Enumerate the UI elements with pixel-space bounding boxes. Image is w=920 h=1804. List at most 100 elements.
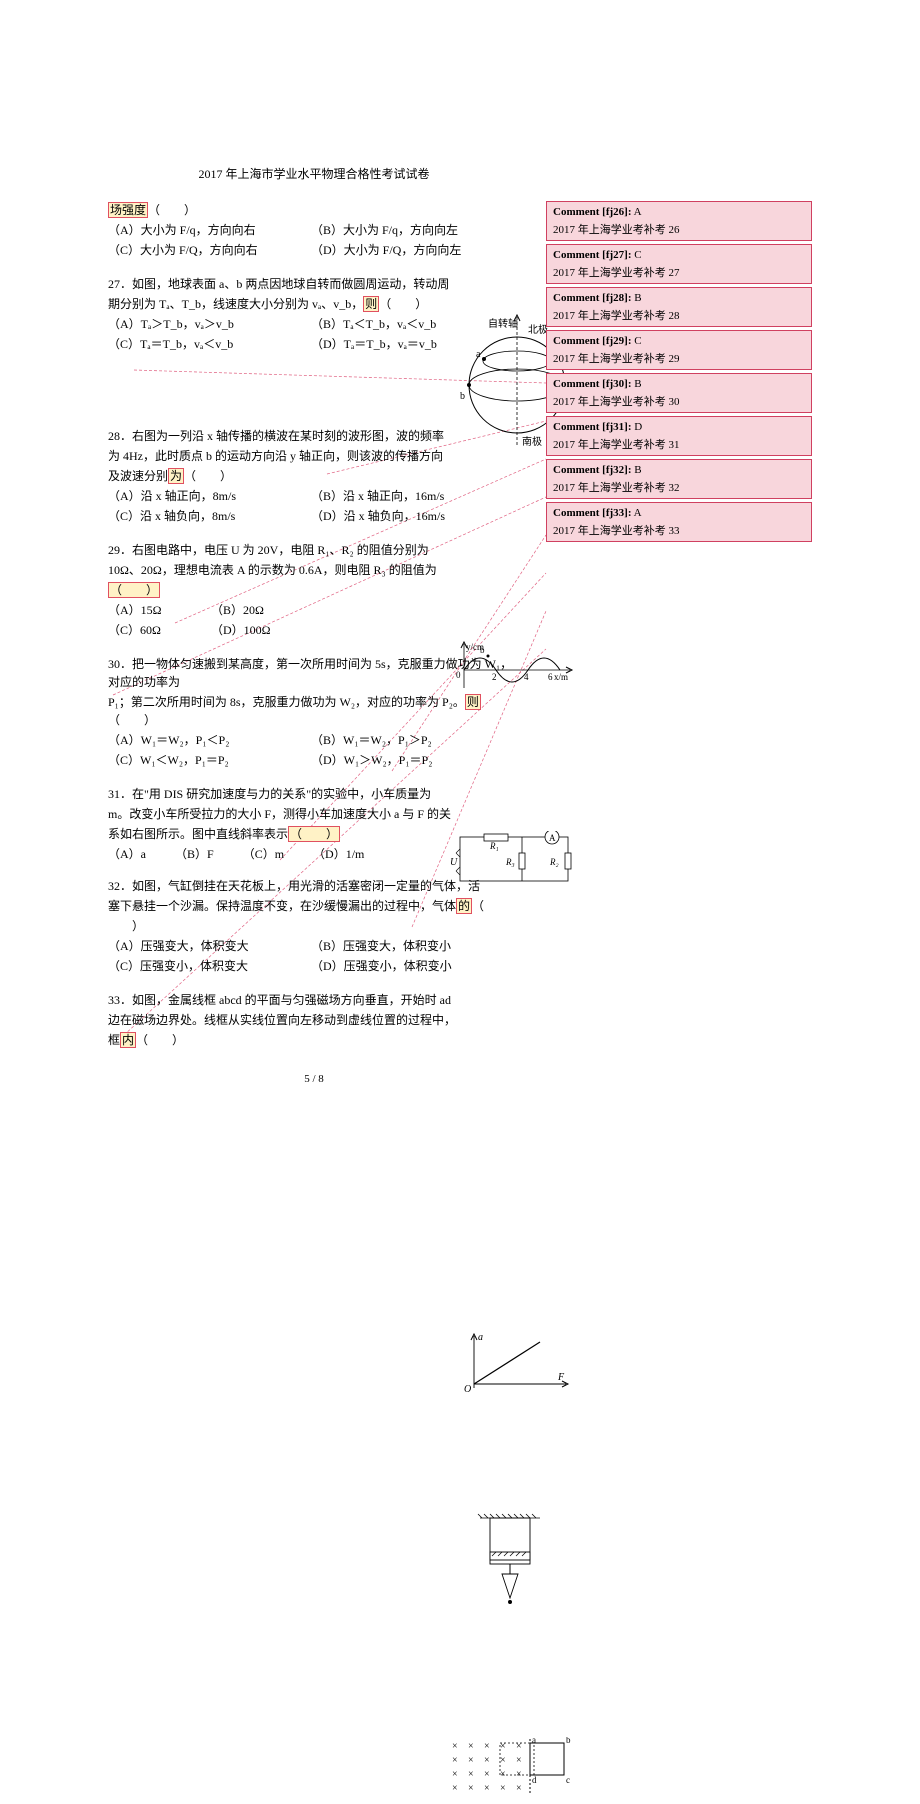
q28-opt-c: （C）沿 x 轴负向，8m/s xyxy=(108,507,308,525)
q28-stem-1: 28．右图为一列沿 x 轴传播的横波在某时刻的波形图，波的频率 xyxy=(108,427,520,445)
comment-31[interactable]: Comment [fj31]: D 2017 年上海学业考补考 31 xyxy=(546,416,812,456)
q26-stem: 场强度 xyxy=(108,202,148,218)
svg-text:自转轴: 自转轴 xyxy=(488,317,518,330)
svg-text:4: 4 xyxy=(524,672,529,682)
comment-ref: 2017 年上海学业考补考 33 xyxy=(553,523,805,540)
svg-text:c: c xyxy=(566,1775,570,1785)
q29-stem-2: 10Ω、20Ω，理想电流表 A 的示数为 0.6A，则电阻 R₃ 的阻值为 xyxy=(108,561,520,579)
q30-opt-b: （B）W₁＝W₂，P₁＞P₂ xyxy=(311,731,511,749)
comment-answer: B xyxy=(634,378,641,390)
question-27: a b 自转轴 北极 南极 27．如图，地球表面 a、b 两点因地球自转而做圆周… xyxy=(108,275,520,355)
comment-label: Comment [fj33]: xyxy=(553,507,632,519)
comment-answer: B xyxy=(634,292,641,304)
q32-stem-1: 32．如图，气缸倒挂在天花板上，用光滑的活塞密闭一定量的气体，活 xyxy=(108,877,520,895)
q31-opt-d: （D）1/m xyxy=(313,847,364,861)
comment-label: Comment [fj27]: xyxy=(553,249,632,261)
comment-27[interactable]: Comment [fj27]: C 2017 年上海学业考补考 27 xyxy=(546,244,812,284)
comment-label: Comment [fj30]: xyxy=(553,378,632,390)
question-31: a F O 31．在"用 DIS 研究加速度与力的关系"的实验中，小车质量为 m… xyxy=(108,785,520,863)
question-30: 30．把一物体匀速搬到某高度，第一次所用时间为 5s，克服重力做功为 W₁，对应… xyxy=(108,655,520,771)
svg-text:b: b xyxy=(460,391,465,402)
question-26: 场强度（ ） （A）大小为 F/q，方向向右 （B）大小为 F/q，方向向左 （… xyxy=(108,201,520,261)
q26-opt-b: （B）大小为 F/q，方向向左 xyxy=(311,221,511,239)
page-number: 5 / 8 xyxy=(108,1071,520,1088)
q27-opt-c: （C）Tₐ＝T_b，vₐ＜v_b xyxy=(108,335,308,353)
q30-stem-2h: 则 xyxy=(465,694,481,710)
q30-opt-c: （C）W₁＜W₂，P₁＝P₂ xyxy=(108,751,308,769)
svg-text:y/cm: y/cm xyxy=(466,642,484,652)
comment-33[interactable]: Comment [fj33]: A 2017 年上海学业考补考 33 xyxy=(546,502,812,542)
q32-opt-b: （B）压强变大，体积变小 xyxy=(311,937,511,955)
q28-opt-b: （B）沿 x 轴正向，16m/s xyxy=(311,487,511,505)
comment-ref: 2017 年上海学业考补考 28 xyxy=(553,308,805,325)
q31-opt-b: （B）F xyxy=(175,847,214,861)
comment-answer: B xyxy=(634,464,641,476)
comment-30[interactable]: Comment [fj30]: B 2017 年上海学业考补考 30 xyxy=(546,373,812,413)
q27-stem-2h: 则 xyxy=(363,296,379,312)
svg-text:x/m: x/m xyxy=(554,672,568,682)
q32-stem-2h: 的 xyxy=(456,898,472,914)
af-graph-figure: a F O xyxy=(462,1330,572,1401)
svg-text:×: × xyxy=(452,1783,458,1794)
q30-opt-d: （D）W₁＞W₂，P₁＝P₂ xyxy=(311,751,511,769)
svg-text:×: × xyxy=(484,1783,490,1794)
q28-stem-3b: （ ） xyxy=(184,469,232,483)
svg-text:a: a xyxy=(532,1737,536,1745)
q31-stem-2: m。改变小车所受拉力的大小 F，测得小车加速度大小 a 与 F 的关 xyxy=(108,805,520,823)
svg-text:×: × xyxy=(452,1755,458,1766)
svg-text:d: d xyxy=(532,1775,537,1785)
q33-stem-3h: 内 xyxy=(120,1032,136,1048)
comment-ref: 2017 年上海学业考补考 31 xyxy=(553,437,805,454)
svg-text:×: × xyxy=(468,1783,474,1794)
comment-label: Comment [fj29]: xyxy=(553,335,632,347)
q27-opt-a: （A）Tₐ＞T_b，vₐ＞v_b xyxy=(108,315,308,333)
svg-text:×: × xyxy=(468,1769,474,1780)
comment-ref: 2017 年上海学业考补考 32 xyxy=(553,480,805,497)
q31-opt-c: （C）m xyxy=(243,847,284,861)
comment-ref: 2017 年上海学业考补考 26 xyxy=(553,222,805,239)
svg-text:×: × xyxy=(516,1755,522,1766)
comment-32[interactable]: Comment [fj32]: B 2017 年上海学业考补考 32 xyxy=(546,459,812,499)
q26-opt-a: （A）大小为 F/q，方向向右 xyxy=(108,221,308,239)
svg-text:×: × xyxy=(516,1783,522,1794)
q32-opt-c: （C）压强变小，体积变大 xyxy=(108,957,308,975)
q28-stem-3h: 为 xyxy=(168,468,184,484)
magfield-figure: ××××× ××××× ××××× ××××× a b c d xyxy=(446,1737,578,1804)
question-29: A R₁ R₃ R₂ U 29．右图电路中，电压 U 为 20V，电阻 R₁、R… xyxy=(108,541,520,641)
svg-text:×: × xyxy=(452,1741,458,1752)
question-32: 32．如图，气缸倒挂在天花板上，用光滑的活塞密闭一定量的气体，活 塞下悬挂一个沙… xyxy=(108,877,520,977)
q27-stem-2b: （ ） xyxy=(379,297,427,311)
q32-stem-2b: （ xyxy=(472,899,484,913)
q26-opt-c: （C）大小为 F/Q，方向向右 xyxy=(108,241,308,259)
comment-answer: C xyxy=(634,249,641,261)
q28-stem-2: 为 4Hz，此时质点 b 的运动方向沿 y 轴正向，则该波的传播方向 xyxy=(108,447,520,465)
q31-stem-3a: 系如右图所示。图中直线斜率表示 xyxy=(108,827,288,841)
comment-answer: A xyxy=(634,206,642,218)
comment-ref: 2017 年上海学业考补考 29 xyxy=(553,351,805,368)
comment-ref: 2017 年上海学业考补考 30 xyxy=(553,394,805,411)
svg-text:a: a xyxy=(476,349,481,360)
comment-label: Comment [fj32]: xyxy=(553,464,632,476)
svg-text:A: A xyxy=(549,833,556,843)
svg-text:南极: 南极 xyxy=(522,435,542,448)
comment-26[interactable]: Comment [fj26]: A 2017 年上海学业考补考 26 xyxy=(546,201,812,241)
q30-stem-2b: （ ） xyxy=(108,713,156,727)
q33-stem-3b: （ ） xyxy=(136,1033,184,1047)
svg-text:×: × xyxy=(468,1755,474,1766)
svg-text:×: × xyxy=(468,1741,474,1752)
q33-stem-1: 33．如图，金属线框 abcd 的平面与匀强磁场方向垂直，开始时 ad xyxy=(108,991,520,1009)
q29-opt-c: （C）60Ω xyxy=(108,621,208,639)
q31-stem-1: 31．在"用 DIS 研究加速度与力的关系"的实验中，小车质量为 xyxy=(108,785,520,803)
q32-opt-d: （D）压强变小，体积变小 xyxy=(311,957,511,975)
q31-opt-a: （A）a xyxy=(108,847,146,861)
cylinder-figure xyxy=(476,1512,546,1613)
comment-28[interactable]: Comment [fj28]: B 2017 年上海学业考补考 28 xyxy=(546,287,812,327)
comment-label: Comment [fj28]: xyxy=(553,292,632,304)
svg-text:×: × xyxy=(452,1769,458,1780)
comment-answer: A xyxy=(634,507,642,519)
svg-text:R₂: R₂ xyxy=(549,857,559,867)
q32-stem-3: ） xyxy=(108,917,520,935)
q26-opt-d: （D）大小为 F/Q，方向向左 xyxy=(311,241,511,259)
comment-29[interactable]: Comment [fj29]: C 2017 年上海学业考补考 29 xyxy=(546,330,812,370)
q28-opt-d: （D）沿 x 轴负向，16m/s xyxy=(311,507,511,525)
